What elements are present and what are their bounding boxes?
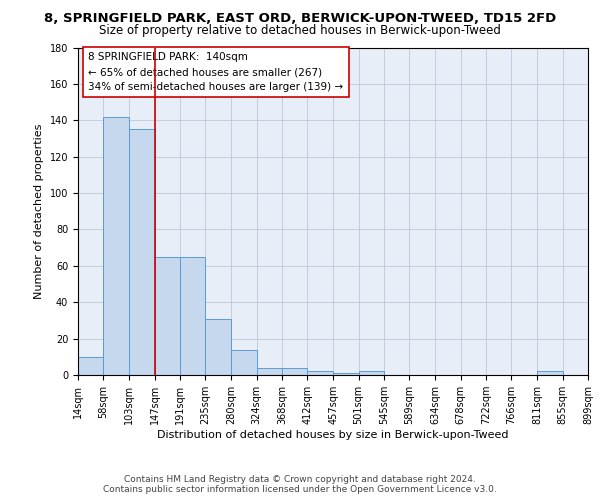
Bar — [129, 130, 155, 375]
Bar — [257, 368, 282, 375]
Text: 8 SPRINGFIELD PARK:  140sqm
← 65% of detached houses are smaller (267)
34% of se: 8 SPRINGFIELD PARK: 140sqm ← 65% of deta… — [88, 52, 343, 92]
Bar — [205, 318, 231, 375]
Bar — [155, 256, 180, 375]
Bar — [359, 372, 384, 375]
X-axis label: Distribution of detached houses by size in Berwick-upon-Tweed: Distribution of detached houses by size … — [157, 430, 509, 440]
Text: Size of property relative to detached houses in Berwick-upon-Tweed: Size of property relative to detached ho… — [99, 24, 501, 37]
Bar — [537, 372, 563, 375]
Text: Contains HM Land Registry data © Crown copyright and database right 2024.
Contai: Contains HM Land Registry data © Crown c… — [103, 474, 497, 494]
Bar — [307, 372, 333, 375]
Bar — [282, 368, 307, 375]
Y-axis label: Number of detached properties: Number of detached properties — [34, 124, 44, 299]
Bar — [78, 357, 103, 375]
Text: 8, SPRINGFIELD PARK, EAST ORD, BERWICK-UPON-TWEED, TD15 2FD: 8, SPRINGFIELD PARK, EAST ORD, BERWICK-U… — [44, 12, 556, 26]
Bar — [231, 350, 257, 375]
Bar — [333, 373, 359, 375]
Bar — [103, 116, 129, 375]
Bar — [180, 256, 205, 375]
